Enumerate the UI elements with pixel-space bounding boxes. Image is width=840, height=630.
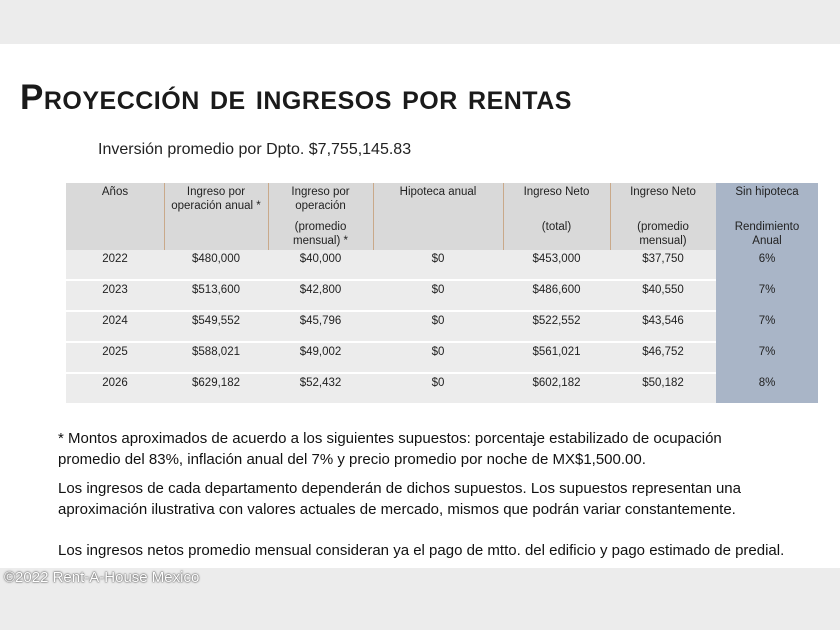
row-bg [66,343,716,372]
table-cell: $43,546 [642,315,684,327]
table-cell: 2023 [102,284,128,296]
table-cell: $37,750 [642,253,684,265]
table-cell: $453,000 [532,253,581,265]
table-cell: $52,432 [299,377,342,389]
table-cell: $588,021 [192,346,240,358]
column-separator [503,183,504,250]
header-bg [66,183,716,250]
header-cell: Hipoteca anual [399,186,477,198]
header-cell: (promedio [637,221,689,233]
row-bg [66,250,716,279]
header-cell: Ingreso por [291,186,350,198]
table-cell: 7% [758,315,776,327]
row-bg [66,374,716,403]
note-line: aproximación ilustrativa con valores act… [58,501,736,518]
column-separator [610,183,611,250]
highlight-column [716,183,818,403]
row-bg [66,312,716,341]
subtitle: Inversión promedio por Dpto. $7,755,145.… [98,141,412,158]
table-cell: $40,550 [642,284,684,296]
note-line: Los ingresos de cada departamento depend… [58,480,741,497]
row-bg [66,281,716,310]
table-cell: 2022 [102,253,128,265]
table-cell: 2026 [102,377,128,389]
table-cell: 8% [758,377,776,389]
table-cell: 6% [758,253,776,265]
note-line: promedio del 83%, inflación anual del 7%… [58,451,646,468]
header-cell: (promedio [294,221,347,233]
table-cell: $549,552 [192,315,240,327]
table-cell: $629,182 [192,377,240,389]
header-cell: Ingreso Neto [523,186,590,198]
header-cell: Anual [752,235,782,247]
table-cell: $602,182 [532,377,581,389]
header-cell: mensual) [639,235,687,247]
column-separator [373,183,374,250]
table-cell: $50,182 [642,377,684,389]
table-cell: 7% [758,284,776,296]
table-cell: $0 [431,284,445,296]
note-line: * Montos aproximados de acuerdo a los si… [58,430,722,447]
table-cell: $49,002 [299,346,342,358]
table-cell: $0 [431,253,445,265]
table-cell: $0 [431,346,445,358]
note-line: Los ingresos netos promedio mensual cons… [58,542,785,559]
table-cell: $513,600 [192,284,240,296]
table-cell: $40,000 [299,253,342,265]
table-cell: $0 [431,315,445,327]
table-cell: $522,552 [532,315,581,327]
header-cell: Sin hipoteca [735,186,799,198]
header-cell: (total) [541,221,572,233]
table-cell: $42,800 [299,284,342,296]
table-cell: $480,000 [192,253,240,265]
header-cell: operación [295,200,346,212]
table-cell: $0 [431,377,445,389]
header-cell: operación anual * [171,200,261,212]
watermark: ©2022 Rent-A-House Mexico [4,569,200,586]
header-cell: Ingreso Neto [630,186,696,198]
table-cell: 2025 [102,346,128,358]
table-cell: 7% [758,346,776,358]
header-cell: Rendimiento [734,221,800,233]
table-cell: 2024 [102,315,128,327]
header-cell: Ingreso por [186,186,246,198]
table-cell: $486,600 [532,284,581,296]
header-cell: Años [101,186,129,198]
table-cell: $45,796 [299,315,342,327]
table-cell: $46,752 [642,346,684,358]
header-cell: mensual) * [293,235,348,247]
title: Proyección de ingresos por rentas [20,78,572,117]
column-separator [164,183,165,250]
table-cell: $561,021 [532,346,581,358]
column-separator [268,183,269,250]
